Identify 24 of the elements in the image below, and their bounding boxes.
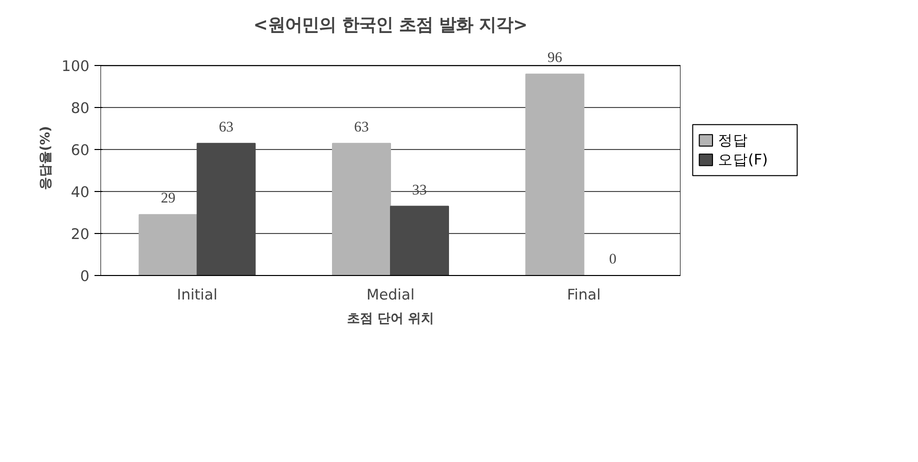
bar	[196, 142, 256, 276]
bar	[332, 142, 391, 276]
chart-title: <원어민의 한국인 초점 발화 지각>	[253, 16, 528, 36]
y-tick-label: 60	[70, 142, 90, 160]
x-axis-title: 초점 단어 위치	[346, 312, 434, 326]
y-axis-title: 응답율(%)	[38, 126, 54, 190]
data-label: 96	[548, 50, 562, 66]
x-tick-label: Initial	[176, 286, 218, 304]
data-label: 63	[354, 119, 369, 136]
data-label: 0	[609, 252, 616, 268]
legend-label: 오답(F)	[718, 151, 768, 168]
data-label: 63	[218, 119, 234, 136]
x-tick-label: Medial	[366, 286, 415, 304]
y-tick-label: 20	[70, 226, 90, 244]
bar	[525, 74, 584, 276]
x-tick-label: Final	[566, 286, 601, 304]
y-tick-label: 0	[80, 268, 90, 285]
y-tick-label: 40	[70, 184, 90, 202]
bar	[390, 206, 449, 276]
bar	[138, 214, 198, 276]
legend-label: 정답	[718, 132, 748, 149]
y-tick-label: 100	[62, 58, 90, 76]
data-label: 29	[160, 190, 176, 207]
y-tick-label: 80	[70, 100, 90, 118]
